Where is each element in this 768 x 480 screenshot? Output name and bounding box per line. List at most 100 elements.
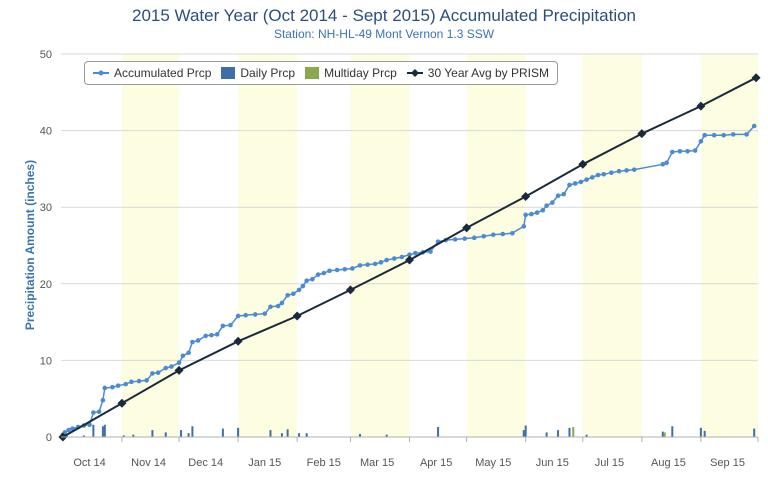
accumulated-point [660,162,666,167]
accumulated-point [228,322,233,328]
accumulated-point [342,266,348,272]
average-point [696,101,706,111]
accumulated-point [471,235,477,241]
x-tick-label: Jun 15 [536,457,569,469]
accumulated-point [214,332,220,337]
accumulated-point [664,160,669,166]
x-tick-label: Dec 14 [188,457,223,469]
x-tick-label: Aug 15 [651,457,686,469]
x-tick-label: Apr 15 [420,457,452,469]
accumulated-point [372,261,378,267]
y-tick-label: 50 [40,49,52,61]
y-axis-label: Precipitation Amount (inches) [23,159,37,331]
accumulated-point [87,422,92,428]
x-tick-label: Nov 14 [131,457,166,469]
accumulated-point [609,170,614,176]
x-tick-label: Mar 15 [360,457,394,469]
average-point [233,336,243,346]
daily-bar [572,427,575,437]
accumulated-point [595,172,601,178]
accumulated-point [285,292,290,298]
x-tick-label: May 15 [475,457,511,469]
accumulated-point [195,338,201,343]
daily-bar [191,426,194,437]
accumulated-point [180,353,186,359]
accumulated-point [572,181,578,186]
legend-square-icon [221,67,236,79]
accumulated-point [544,203,549,208]
legend-item-average[interactable]: 30 Year Avg by PRISM [406,66,549,80]
accumulated-point [150,371,155,376]
accumulated-point [115,383,121,388]
accumulated-point [616,168,622,174]
accumulated-point [203,333,209,339]
daily-bar [524,425,527,437]
accumulated-point [129,379,134,385]
daily-bar [151,430,154,437]
chart-subtitle: Station: NH-HL-49 Mont Vernon 1.3 SSW [273,27,495,41]
accumulated-point [567,182,572,188]
accumulated-point [155,370,161,375]
accumulated-point [490,232,496,238]
accumulated-point [590,175,595,180]
average-point [174,365,184,375]
accumulated-point [462,236,468,241]
accumulated-point [510,230,515,236]
accumulated-point [702,132,707,138]
accumulated-point [268,304,273,310]
chart-title: 2015 Water Year (Oct 2014 - Sept 2015) A… [132,6,636,25]
accumulated-point [357,263,363,268]
legend-item-daily[interactable]: Daily Prcp [221,66,295,80]
chart-legend: Accumulated Prcp Daily Prcp Multiday Prc… [84,61,558,85]
month-band [121,54,180,437]
daily-bar [132,434,135,437]
legend-item-accumulated[interactable]: Accumulated Prcp [93,66,211,80]
daily-bar [663,432,666,437]
accumulated-point [321,270,327,276]
accumulated-point [296,287,302,293]
accumulated-point [481,234,487,239]
accumulated-point [412,250,418,256]
daily-bar [437,427,440,437]
accumulated-point [529,211,534,217]
daily-bars [65,424,756,437]
accumulated-point [721,132,727,138]
accumulated-point [315,272,321,277]
accumulated-point [350,266,355,271]
daily-bar [753,428,756,437]
accumulated-point [601,171,607,177]
accumulated-point [365,262,370,267]
accumulated-point [399,254,405,260]
daily-bar [385,434,388,437]
accumulated-point [744,132,749,137]
accumulated-point [534,210,540,215]
average-point [117,398,127,408]
axes: 0 10 20 30 40 50 Oct 14 Nov 14 Dec 14 Jan 15 Feb 1… [40,49,759,469]
accumulated-point [540,207,546,213]
daily-bar [187,433,190,437]
accumulated-point [327,268,332,274]
accumulated-point [407,252,412,257]
month-bands [121,54,758,437]
legend-item-multiday[interactable]: Multiday Prcp [305,66,397,80]
x-tick-label: Sep 15 [710,457,745,469]
accumulated-point [144,378,149,383]
accumulated-point [291,291,296,297]
accumulated-point [677,148,683,154]
accumulated-point [136,378,142,384]
accumulated-point [550,200,555,205]
daily-bar [703,430,706,437]
daily-bar [699,427,702,437]
accumulated-point [631,167,637,172]
daily-bar [280,433,283,437]
accumulated-point [670,149,675,155]
accumulated-point [176,360,182,365]
month-band [582,54,642,437]
daily-bar [221,428,224,437]
accumulated-point [279,300,285,306]
y-tick-label: 40 [40,126,52,138]
daily-bar [557,430,560,437]
daily-bar [237,427,240,437]
legend-label: Accumulated Prcp [114,66,212,80]
legend-line-diamond-icon [406,69,423,77]
